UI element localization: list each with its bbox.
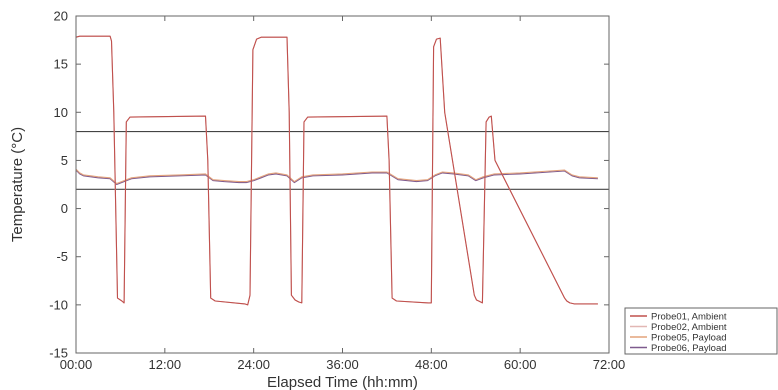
y-tick-label: -15 xyxy=(49,346,68,361)
x-tick-label: 60:00 xyxy=(504,357,537,372)
y-tick-label: -5 xyxy=(56,249,68,264)
y-tick-label: 15 xyxy=(54,57,68,72)
axis-ticks: 00:00 12:00 24:00 36:00 48:00 60:00 72:00 20 15 1… xyxy=(49,9,625,373)
y-tick-label: 10 xyxy=(54,105,68,120)
y-tick-label: 20 xyxy=(54,9,68,24)
y-tick-label: -10 xyxy=(49,297,68,312)
x-tick-label: 12:00 xyxy=(149,357,182,372)
x-tick-label: 72:00 xyxy=(593,357,626,372)
data-series xyxy=(75,35,598,306)
x-tick-label: 48:00 xyxy=(415,357,448,372)
reference-lines xyxy=(76,130,609,190)
y-axis-title: Temperature (°C) xyxy=(9,127,26,242)
legend-label: Probe05, Payload xyxy=(651,333,727,344)
legend-label: Probe01, Ambient xyxy=(651,312,727,323)
x-tick-label: 24:00 xyxy=(237,357,270,372)
y-tick-label: 5 xyxy=(61,153,68,168)
series-line-1 xyxy=(75,35,598,306)
legend-label: Probe06, Payload xyxy=(651,343,727,354)
y-tick-label: 0 xyxy=(61,201,68,216)
series-line-4 xyxy=(75,169,598,186)
x-tick-label: 36:00 xyxy=(326,357,359,372)
legend-label: Probe02, Ambient xyxy=(651,322,727,333)
x-axis-title: Elapsed Time (hh:mm) xyxy=(267,374,418,390)
x-tick-label: 00:00 xyxy=(60,357,93,372)
legend-box xyxy=(624,307,778,355)
series-line-3 xyxy=(75,168,598,185)
